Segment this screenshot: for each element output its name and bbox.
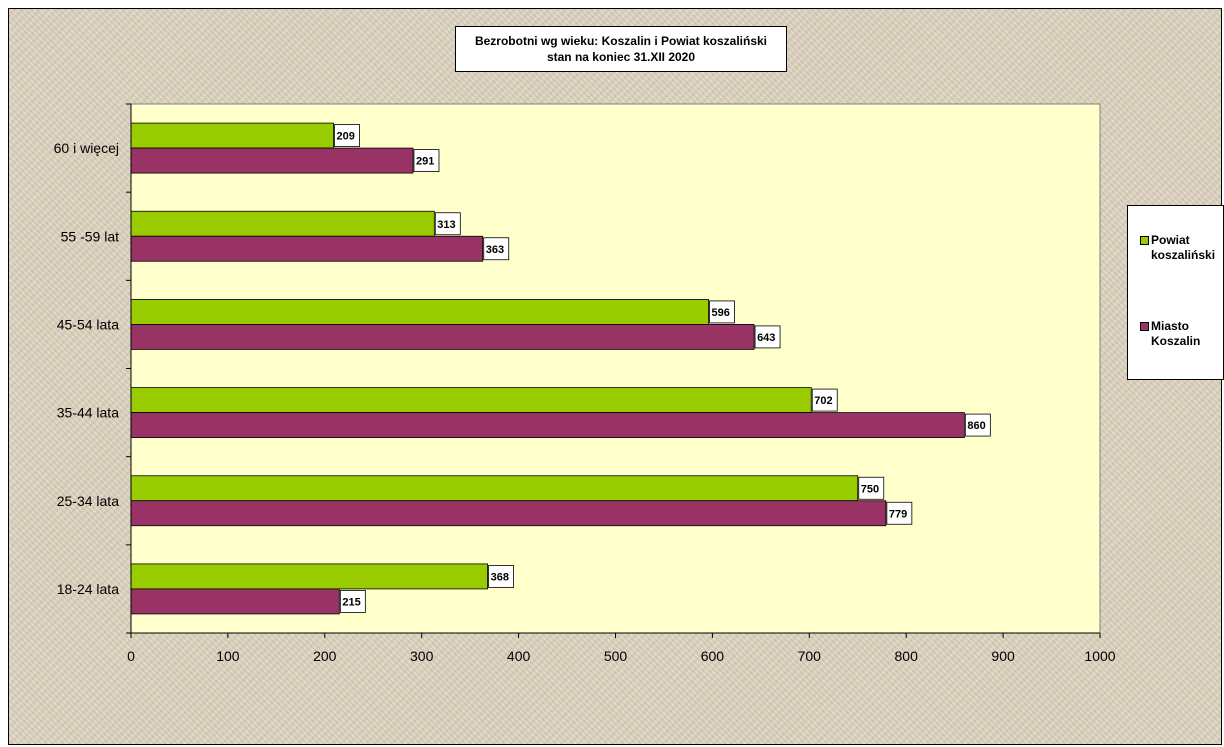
data-label-box xyxy=(964,413,991,437)
bar-powiat xyxy=(130,299,709,325)
chart-title-box: Bezrobotni wg wieku: Koszalin i Powiat k… xyxy=(455,26,787,72)
x-tick-label: 900 xyxy=(991,648,1015,664)
data-label: 209 xyxy=(337,131,355,143)
data-label: 860 xyxy=(967,420,985,432)
data-label: 779 xyxy=(889,508,907,520)
bar-powiat xyxy=(130,475,859,502)
bar-miasto xyxy=(130,235,484,262)
data-label-box xyxy=(858,476,885,500)
bar-powiat xyxy=(130,563,488,590)
x-tick-label: 1000 xyxy=(1084,648,1115,664)
data-label: 363 xyxy=(486,244,504,256)
data-label: 291 xyxy=(416,156,434,168)
data-label-box xyxy=(413,149,440,172)
legend-label-miasto-line1: Miasto xyxy=(1151,319,1190,333)
bar-powiat xyxy=(130,210,435,237)
x-tick-label: 600 xyxy=(701,648,725,664)
category-label: 25-34 lata xyxy=(57,493,119,509)
data-label-box xyxy=(339,590,366,613)
x-tick-label: 700 xyxy=(798,648,822,664)
x-tick-label: 500 xyxy=(604,648,628,664)
category-label: 35-44 lata xyxy=(57,405,119,421)
legend-swatch-miasto xyxy=(1140,322,1149,331)
data-label-box xyxy=(334,124,360,147)
legend-label-powiat-line2: koszaliński xyxy=(1151,248,1216,262)
data-label: 313 xyxy=(437,219,455,231)
legend-label-miasto: Miasto Koszalin xyxy=(1151,319,1200,349)
data-label-box xyxy=(434,212,461,236)
category-label: 18-24 lata xyxy=(57,581,119,597)
legend-item-powiat: Powiat koszaliński xyxy=(1140,233,1215,263)
data-label: 750 xyxy=(861,483,879,495)
x-tick-label: 400 xyxy=(507,648,531,664)
x-tick-label: 0 xyxy=(127,648,135,664)
x-tick-label: 800 xyxy=(895,648,919,664)
data-label-box xyxy=(709,300,735,324)
bar-miasto xyxy=(130,324,755,350)
legend-item-miasto: Miasto Koszalin xyxy=(1140,319,1200,349)
chart-title: Bezrobotni wg wieku: Koszalin i Powiat k… xyxy=(474,34,768,48)
category-label: 60 i więcej xyxy=(54,140,119,156)
data-label: 215 xyxy=(342,596,360,608)
data-label-box xyxy=(483,237,510,261)
chart-subtitle: stan na koniec 31.XII 2020 xyxy=(546,50,696,64)
legend-label-powiat: Powiat koszaliński xyxy=(1151,233,1215,263)
legend-label-powiat-line1: Powiat xyxy=(1151,233,1190,247)
bar-powiat xyxy=(130,122,334,149)
data-label-box xyxy=(754,325,781,349)
data-label: 368 xyxy=(491,571,509,583)
bar-miasto xyxy=(130,500,887,527)
x-tick-label: 300 xyxy=(410,648,434,664)
category-label: 45-54 lata xyxy=(57,316,119,332)
plot-background xyxy=(130,103,1101,634)
bar-powiat xyxy=(130,387,812,413)
bar-miasto xyxy=(130,412,965,438)
data-label-box xyxy=(488,565,514,588)
bar-miasto xyxy=(130,147,414,174)
legend: Powiat koszaliński Miasto Koszalin xyxy=(1127,205,1224,380)
data-label: 643 xyxy=(757,332,775,344)
data-label-box xyxy=(886,501,913,525)
chart-marks: 209 291 313 363 596 643 702 860 750 779 368 215 xyxy=(130,122,991,615)
chart-axes: 60 i więcej 55 -59 lat 45-54 lata 35-44 lat… xyxy=(54,103,1116,664)
legend-label-miasto-line2: Koszalin xyxy=(1151,334,1201,348)
x-tick-label: 200 xyxy=(313,648,337,664)
legend-swatch-powiat xyxy=(1140,236,1149,245)
data-label: 702 xyxy=(814,395,832,407)
data-label-box xyxy=(811,388,838,412)
x-tick-label: 100 xyxy=(216,648,240,664)
bar-miasto xyxy=(130,588,340,615)
category-label: 55 -59 lat xyxy=(61,228,119,244)
data-label: 596 xyxy=(712,307,730,319)
